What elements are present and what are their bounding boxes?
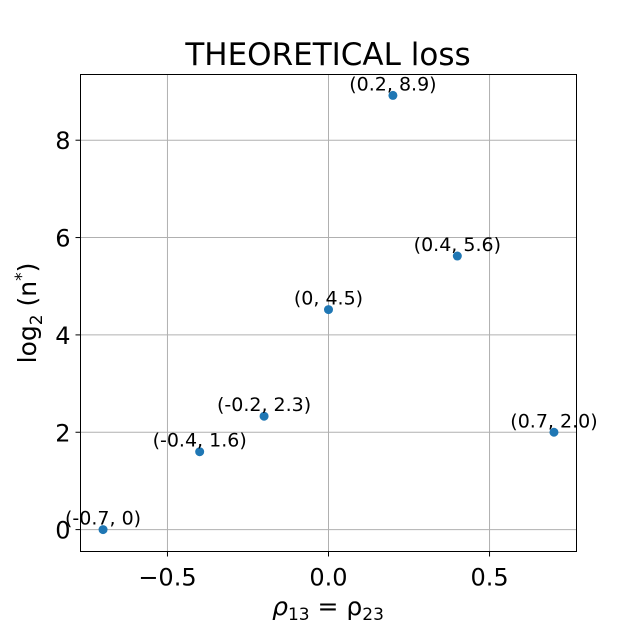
x-axis-label: ρ13 = ρ23 — [272, 592, 384, 620]
x-tick-label: 0.0 — [309, 564, 347, 592]
point-data-label: (-0.7, 0) — [65, 508, 141, 530]
y-tick-label: 8 — [55, 127, 70, 155]
scatter-point — [452, 251, 462, 261]
point-data-label: (0.4, 5.6) — [414, 234, 501, 256]
scatter-point — [98, 525, 108, 535]
scatter-point — [549, 427, 559, 437]
scatter-point — [324, 305, 333, 315]
scatter-point — [259, 411, 269, 421]
grid-layer — [80, 74, 577, 552]
point-data-label: (0, 4.5) — [294, 288, 363, 310]
scatter-point — [388, 90, 398, 100]
x-tick-label: 0.5 — [470, 564, 508, 592]
point-data-label: (0.2, 8.9) — [349, 73, 436, 95]
scatter-point — [195, 447, 205, 457]
point-data-label: (0.7, 2.0) — [510, 410, 597, 432]
point-data-label: (-0.4, 1.6) — [153, 430, 247, 452]
points-layer — [98, 90, 559, 535]
chart-title: THEORETICAL loss — [184, 37, 470, 73]
data-labels-layer: (-0.7, 0) (-0.4, 1.6) (-0.2, 2.3) (0, 4.5) (… — [65, 73, 598, 529]
x-tick-label: −0.5 — [138, 564, 196, 592]
point-data-label: (-0.2, 2.3) — [217, 394, 311, 416]
y-axis-label: log2 (n*) — [12, 263, 47, 364]
y-tick-label: 6 — [55, 225, 70, 253]
ticks-layer: −0.5 0.0 0.5 0 2 4 6 8 — [55, 127, 508, 591]
y-tick-label: 0 — [55, 517, 70, 545]
y-tick-label: 4 — [55, 322, 70, 350]
y-tick-label: 2 — [55, 419, 70, 447]
